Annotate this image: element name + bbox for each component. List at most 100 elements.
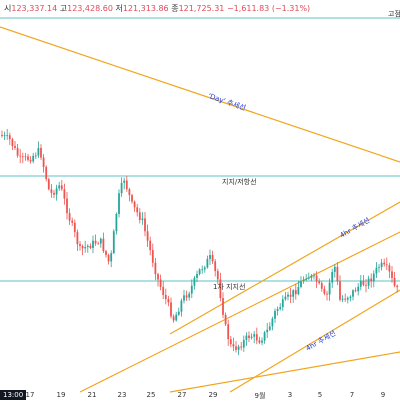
candle-body [375,267,378,274]
support-resistance-label: 지지/저항선 [222,178,257,186]
candle-body [8,135,11,140]
candle-body [253,334,256,337]
ohlc-readout: 시123,337.14 고123,428.60 저121,313.86 종121… [4,3,310,14]
candle-body [323,288,326,294]
candle-body [180,300,183,312]
x-tick: 5 [317,391,323,399]
candle-body [232,344,235,347]
close-label: 종 [171,4,179,13]
candle-body [391,271,393,278]
candle-body [281,299,284,308]
candle-body [136,207,139,213]
candle-body [29,159,32,162]
candle-body [71,220,74,223]
candle-body [224,314,227,325]
candle-body [149,240,152,251]
candle-body [216,271,219,280]
candle-body [357,286,360,292]
candle-body [302,279,305,281]
candle-body [112,231,115,254]
candle-body [242,339,245,348]
candle-body [172,316,175,321]
candle-body [359,280,362,287]
candle-body [300,280,302,287]
candle-body [76,232,79,245]
candle-body [37,147,40,156]
candle-body [63,189,66,199]
candle-body [68,213,71,221]
candle-body [331,271,334,283]
candle-body [258,340,261,343]
candle-body [162,286,165,296]
high-label: 고 [59,4,68,13]
candle-body [279,307,282,309]
candle-body [261,340,263,343]
candle-body [6,135,9,137]
candle-body [235,346,237,350]
candle-body [206,258,209,268]
candle-body [365,284,367,286]
crosshair-time-badge: 13:00 [0,390,27,400]
candle-body [131,195,133,202]
candle-body [84,247,87,249]
candle-body [385,264,388,266]
candle-body [383,262,386,265]
candle-body [21,156,24,158]
x-tick: 29 [208,391,218,399]
candle-body [177,311,180,315]
x-tick: 9월 [254,392,266,400]
candle-body [388,265,391,272]
candle-body [240,346,243,348]
candle-body [185,295,188,298]
candle-body [310,275,313,278]
candle-body [333,266,336,272]
first-support-label: 1차 지지선 [213,283,246,291]
candle-body [164,295,167,300]
candle-body [128,189,131,196]
time-axis[interactable]: 17 19 21 23 25 27 29 9월 3 5 7 9 [0,390,400,400]
open-value: 123,337.14 [11,4,58,13]
x-tick: 7 [349,391,355,399]
candle-body [50,189,53,193]
channel-lower-trendline[interactable] [229,289,400,393]
candle-body [133,201,136,208]
candle-body [196,274,198,278]
candle-body [294,290,297,295]
candle-body [118,193,120,214]
candle-body [55,188,58,195]
candle-body [248,335,250,338]
candle-body [110,253,113,262]
candle-body [222,298,224,315]
candle-body [336,266,339,282]
channel-upper-trendline[interactable] [169,201,400,335]
candle-body [214,261,217,272]
candle-body [66,198,68,214]
candle-body [372,273,375,282]
long-support-trendline-1[interactable] [79,231,400,393]
candle-body [60,185,63,190]
day-trendline[interactable] [0,26,400,163]
candle-body [105,251,107,255]
candle-body [201,269,204,271]
candle-body [315,275,318,282]
candle-body [11,139,14,147]
long-support-trendline-2[interactable] [169,351,400,393]
low-label: 저 [115,4,123,13]
candle-body [287,294,289,297]
candle-body [73,222,76,233]
x-tick: 25 [146,391,156,399]
candle-body [89,245,92,248]
candle-body [292,290,295,297]
candle-body [378,267,380,269]
x-tick: 3 [287,391,293,399]
candle-body [159,279,162,287]
candle-body [370,278,373,282]
top-level-label: 고점 [388,10,400,18]
open-label: 시 [4,4,12,13]
candle-body [393,277,396,286]
candle-body [97,243,100,245]
candle-body [81,246,84,249]
candle-body [24,156,27,158]
